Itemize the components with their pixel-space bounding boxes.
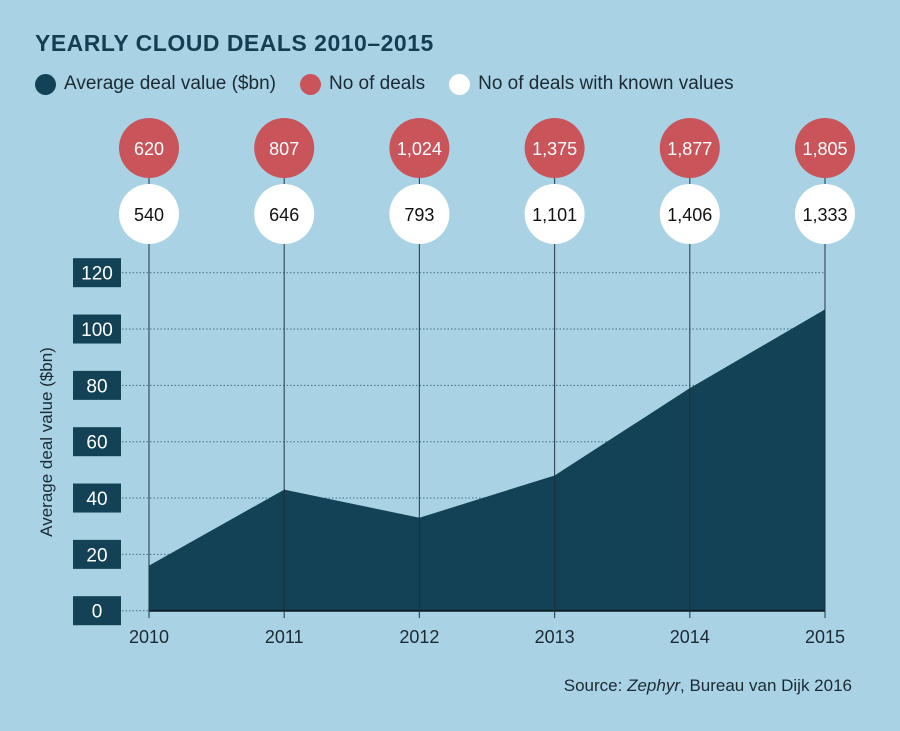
x-tick-label: 2010 [129, 627, 169, 647]
deals-label-2015: 1,805 [802, 139, 847, 159]
y-tick-box [73, 258, 121, 288]
source-prefix: Source: [563, 676, 628, 695]
source-name: Zephyr [627, 676, 680, 695]
known-deals-label-2015: 1,333 [802, 205, 847, 225]
legend-label: No of deals [328, 73, 426, 94]
legend-item-avg-value: Average deal value ($bn) [35, 73, 276, 95]
y-tick-box [73, 370, 121, 400]
known-deals-label-2011: 646 [269, 205, 299, 225]
known-deals-label-2012: 793 [404, 205, 434, 225]
legend-label: No of deals with known values [478, 73, 734, 94]
legend-label: Average deal value ($bn) [64, 73, 276, 94]
y-tick-label: 0 [92, 602, 103, 623]
x-tick-label: 2011 [265, 627, 304, 647]
legend: Average deal value ($bn) No of deals No … [35, 73, 758, 95]
known-deals-bubble-2010 [119, 184, 179, 244]
known-deals-bubble-2014 [659, 184, 720, 244]
legend-item-known-deals: No of deals with known values [449, 73, 734, 95]
y-tick-label: 20 [86, 545, 107, 566]
y-tick-box [73, 596, 121, 626]
y-axis-label: Average deal value ($bn) [37, 347, 56, 537]
deals-label-2013: 1,375 [532, 139, 577, 159]
deals-bubble-2013 [524, 118, 585, 178]
legend-swatch [35, 73, 56, 95]
known-deals-bubble-2011 [254, 184, 315, 244]
deals-bubble-2015 [795, 118, 855, 178]
deals-label-2011: 807 [269, 139, 299, 159]
deals-label-2012: 1,024 [397, 139, 442, 159]
chart-title: YEARLY CLOUD DEALS 2010–2015 [35, 30, 434, 56]
deals-bubble-2014 [659, 118, 720, 178]
legend-swatch [299, 73, 321, 95]
y-tick-box [73, 539, 121, 569]
known-deals-bubble-2012 [389, 184, 450, 244]
deals-bubble-2012 [389, 118, 450, 178]
legend-swatch [449, 73, 471, 95]
y-tick-label: 80 [86, 376, 107, 397]
y-tick-label: 120 [81, 264, 113, 285]
known-deals-label-2014: 1,406 [667, 205, 712, 225]
y-tick-box [73, 314, 121, 344]
x-tick-label: 2013 [535, 627, 575, 647]
source-suffix: , Bureau van Dijk 2016 [680, 676, 852, 695]
x-tick-label: 2015 [805, 627, 845, 647]
known-deals-label-2013: 1,101 [532, 205, 577, 225]
source-note: Source: Zephyr, Bureau van Dijk 2016 [564, 676, 852, 696]
deals-bubble-2010 [119, 118, 179, 178]
known-deals-label-2010: 540 [134, 205, 164, 225]
y-tick-label: 40 [86, 489, 107, 510]
legend-item-deals: No of deals [299, 73, 426, 95]
area-series-avg-deal-value [149, 309, 825, 611]
deals-bubble-2011 [254, 118, 315, 178]
y-tick-label: 60 [86, 433, 107, 454]
deals-label-2014: 1,877 [667, 139, 712, 159]
y-tick-label: 100 [81, 320, 113, 341]
known-deals-bubble-2013 [524, 184, 585, 244]
x-tick-label: 2012 [399, 627, 439, 647]
known-deals-bubble-2015 [795, 184, 855, 244]
x-tick-label: 2014 [670, 627, 710, 647]
y-tick-box [73, 483, 121, 513]
deals-label-2010: 620 [134, 139, 164, 159]
y-tick-box [73, 427, 121, 457]
